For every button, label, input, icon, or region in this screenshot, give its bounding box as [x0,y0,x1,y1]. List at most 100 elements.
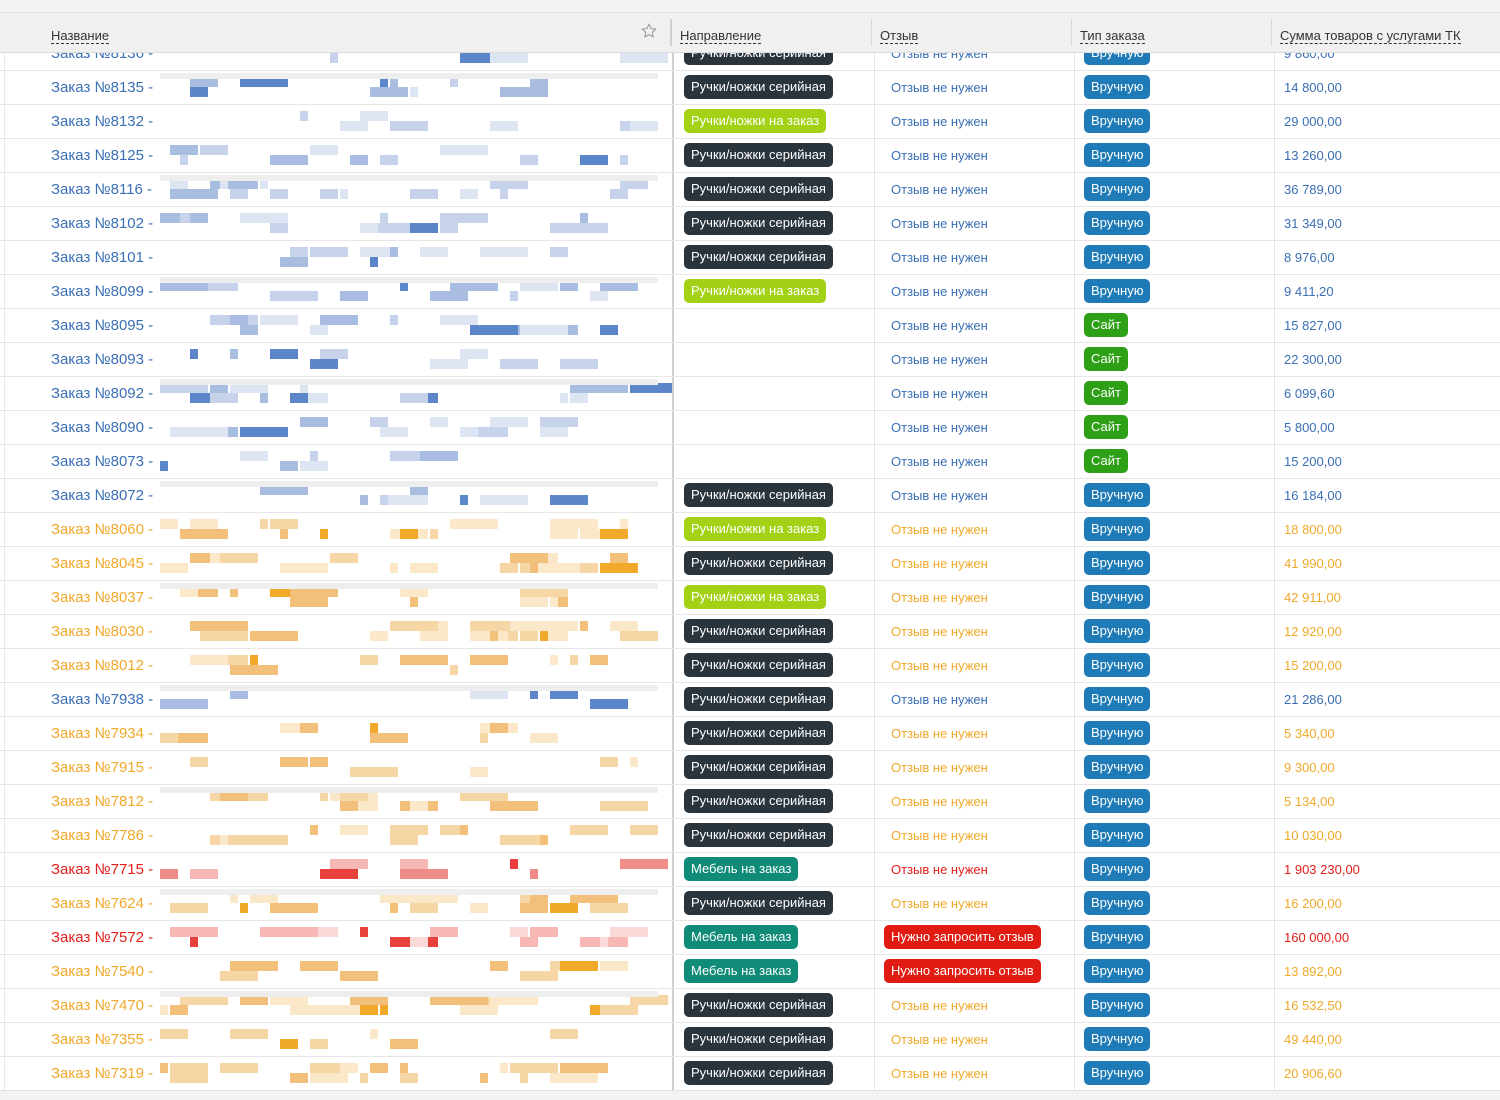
direction-cell[interactable]: Ручки/ножки серийная [672,1057,874,1090]
sum-cell[interactable]: 15 200,00 [1274,445,1500,478]
column-header-direction[interactable]: Направление [672,13,872,52]
direction-cell[interactable]: Ручки/ножки серийная [672,615,874,648]
sum-cell[interactable]: 1 903 230,00 [1274,853,1500,886]
order-link[interactable]: Заказ №8116 - [51,181,153,198]
order-link[interactable]: Заказ №7355 - [51,1031,154,1048]
order-type-cell[interactable]: Вручную [1074,921,1275,954]
order-type-cell[interactable]: Вручную [1074,1023,1275,1056]
sum-cell[interactable]: 31 349,00 [1274,207,1500,240]
sum-cell[interactable]: 36 789,00 [1274,173,1500,206]
order-type-cell[interactable]: Сайт [1074,377,1275,410]
name-cell[interactable]: Заказ №8095 - [0,309,672,342]
sum-cell[interactable]: 5 340,00 [1274,717,1500,750]
table-row[interactable]: Заказ №7355 - Ручки/ножки серийная Отзыв н… [0,1023,1500,1057]
column-header-sum[interactable]: Сумма товаров с услугами ТК [1272,13,1500,52]
name-cell[interactable]: Заказ №7624 - [0,887,672,920]
sum-cell[interactable]: 10 030,00 [1274,819,1500,852]
order-type-cell[interactable]: Вручную [1074,207,1275,240]
review-cell[interactable]: Отзыв не нужен [874,853,1075,886]
sum-cell[interactable]: 9 411,20 [1274,275,1500,308]
review-cell[interactable]: Отзыв не нужен [874,547,1075,580]
name-cell[interactable]: Заказ №8030 - [0,615,672,648]
table-row[interactable]: Заказ №8030 - Ручки/ножки серийная Отзыв н… [0,615,1500,649]
name-cell[interactable]: Заказ №8060 - [0,513,672,546]
direction-cell[interactable]: Мебель на заказ [672,921,874,954]
sum-cell[interactable]: 5 800,00 [1274,411,1500,444]
order-link[interactable]: Заказ №8012 - [51,657,154,674]
direction-cell[interactable]: Ручки/ножки серийная [672,139,874,172]
review-cell[interactable]: Отзыв не нужен [874,343,1075,376]
name-cell[interactable]: Заказ №8093 - [0,343,672,376]
name-cell[interactable]: Заказ №7786 - [0,819,672,852]
order-type-cell[interactable]: Вручную [1074,71,1275,104]
table-row[interactable]: Заказ №7786 - Ручки/ножки серийная Отзыв н… [0,819,1500,853]
review-cell[interactable]: Отзыв не нужен [874,139,1075,172]
table-row[interactable]: Заказ №7540 - Мебель на заказ Нужно запрос… [0,955,1500,989]
name-cell[interactable]: Заказ №8072 - [0,479,672,512]
review-cell[interactable]: Отзыв не нужен [874,581,1075,614]
direction-cell[interactable]: Ручки/ножки серийная [672,173,874,206]
table-row[interactable]: Заказ №7572 - Мебель на заказ Нужно запрос… [0,921,1500,955]
table-row[interactable]: Заказ №7938 - Ручки/ножки серийная Отзыв н… [0,683,1500,717]
name-cell[interactable]: Заказ №7572 - [0,921,672,954]
table-row[interactable]: Заказ №8095 - Отзыв не нужен Сайт 15 827,00 [0,309,1500,343]
sum-cell[interactable]: 13 892,00 [1274,955,1500,988]
order-link[interactable]: Заказ №7934 - [51,725,154,742]
review-cell[interactable]: Отзыв не нужен [874,717,1075,750]
review-cell[interactable]: Нужно запросить отзыв [874,921,1075,954]
direction-cell[interactable]: Ручки/ножки серийная [672,547,874,580]
table-row[interactable]: Заказ №8135 - Ручки/ножки серийная Отзыв н… [0,71,1500,105]
review-cell[interactable]: Отзыв не нужен [874,445,1075,478]
table-row[interactable]: Заказ №8037 - Ручки/ножки на заказ Отзыв н… [0,581,1500,615]
order-link[interactable]: Заказ №8045 - [51,555,154,572]
table-row[interactable]: Заказ №8101 - Ручки/ножки серийная Отзыв н… [0,241,1500,275]
direction-cell[interactable]: Мебель на заказ [672,955,874,988]
order-link[interactable]: Заказ №7812 - [51,793,154,810]
order-type-cell[interactable]: Вручную [1074,139,1275,172]
name-cell[interactable]: Заказ №7812 - [0,785,672,818]
review-cell[interactable]: Отзыв не нужен [874,377,1075,410]
direction-cell[interactable]: Ручки/ножки серийная [672,785,874,818]
direction-cell[interactable]: Ручки/ножки серийная [672,207,874,240]
name-cell[interactable]: Заказ №8102 - [0,207,672,240]
sum-cell[interactable]: 14 800,00 [1274,71,1500,104]
name-cell[interactable]: Заказ №7715 - [0,853,672,886]
review-cell[interactable]: Отзыв не нужен [874,887,1075,920]
order-link[interactable]: Заказ №8101 - [51,249,154,266]
direction-cell[interactable]: Ручки/ножки серийная [672,71,874,104]
order-link[interactable]: Заказ №8073 - [51,453,154,470]
review-cell[interactable]: Отзыв не нужен [874,1057,1075,1090]
sum-cell[interactable]: 6 099,60 [1274,377,1500,410]
column-header-review[interactable]: Отзыв [872,13,1072,52]
review-cell[interactable]: Отзыв не нужен [874,275,1075,308]
order-link[interactable]: Заказ №8037 - [51,589,154,606]
sum-cell[interactable]: 16 184,00 [1274,479,1500,512]
order-type-cell[interactable]: Вручную [1074,785,1275,818]
table-row[interactable]: Заказ №8116 - Ручки/ножки серийная Отзыв н… [0,173,1500,207]
order-type-cell[interactable]: Сайт [1074,343,1275,376]
table-row[interactable]: Заказ №8092 - Отзыв не нужен Сайт 6 099,60 [0,377,1500,411]
order-type-cell[interactable]: Вручную [1074,581,1275,614]
order-link[interactable]: Заказ №8060 - [51,521,154,538]
order-type-cell[interactable]: Вручную [1074,241,1275,274]
table-row[interactable]: Заказ №7319 - Ручки/ножки серийная Отзыв н… [0,1057,1500,1090]
direction-cell[interactable]: Ручки/ножки серийная [672,819,874,852]
direction-cell[interactable]: Ручки/ножки на заказ [672,581,874,614]
name-cell[interactable]: Заказ №8090 - [0,411,672,444]
review-cell[interactable]: Отзыв не нужен [874,819,1075,852]
direction-cell[interactable]: Ручки/ножки серийная [672,887,874,920]
review-cell[interactable]: Отзыв не нужен [874,105,1075,138]
star-icon[interactable] [640,22,658,40]
sum-cell[interactable]: 12 920,00 [1274,615,1500,648]
direction-cell[interactable] [672,309,874,342]
order-link[interactable]: Заказ №8072 - [51,487,154,504]
order-type-cell[interactable]: Вручную [1074,989,1275,1022]
sum-cell[interactable]: 41 990,00 [1274,547,1500,580]
name-cell[interactable]: Заказ №8099 - [0,275,672,308]
direction-cell[interactable]: Ручки/ножки серийная [672,683,874,716]
direction-cell[interactable]: Ручки/ножки серийная [672,649,874,682]
order-link[interactable]: Заказ №8093 - [51,351,154,368]
order-link[interactable]: Заказ №7786 - [51,827,154,844]
name-cell[interactable]: Заказ №8092 - [0,377,672,410]
order-link[interactable]: Заказ №8132 - [51,113,154,130]
